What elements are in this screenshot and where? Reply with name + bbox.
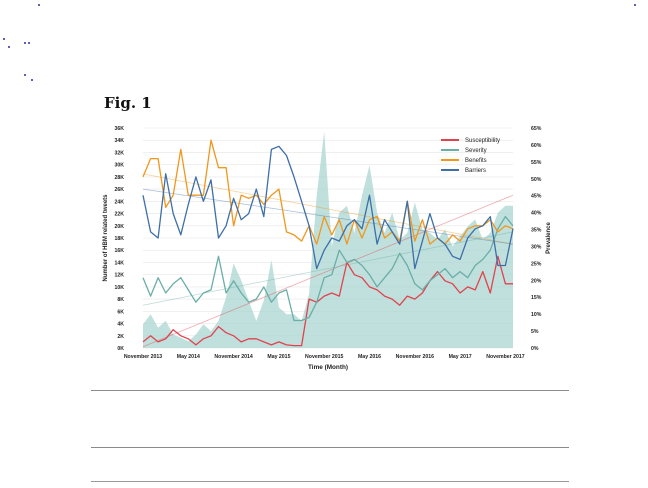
legend-label-severity: Severity: [465, 148, 487, 154]
scan-speck: [24, 74, 26, 76]
x-tick-label: May 2015: [267, 354, 290, 360]
y-tick-label: 24K: [114, 199, 124, 205]
severity-line: [142, 215, 514, 322]
y-tick-label: 28K: [114, 175, 124, 181]
y-tick-label: 36K: [114, 126, 124, 132]
y-tick-label: 2K: [117, 334, 124, 340]
x-tick-label: November 2017: [486, 354, 524, 360]
y-tick-label: 10K: [114, 285, 124, 291]
y-right-tick-label: 40%: [531, 211, 542, 217]
y-right-tick-label: 25%: [531, 261, 542, 267]
y-tick-label: 30K: [114, 163, 124, 169]
y-right-tick-label: 50%: [531, 177, 542, 183]
x-tick-label: May 2017: [449, 354, 472, 360]
y-axis-right-title: Prevalence: [546, 221, 552, 253]
benefits-line: [142, 139, 514, 245]
legend-label-benefits: Benefits: [465, 158, 487, 164]
y-tick-label: 6K: [117, 309, 124, 315]
y-tick-label: 32K: [114, 150, 124, 156]
y-right-tick-label: 0%: [531, 346, 539, 352]
y-right-tick-label: 15%: [531, 295, 542, 301]
y-tick-label: 34K: [114, 138, 124, 144]
x-tick-label: May 2016: [358, 354, 381, 360]
x-tick-label: November 2015: [305, 354, 343, 360]
y-right-tick-label: 5%: [531, 329, 539, 335]
scan-speck: [31, 79, 33, 81]
y-tick-label: 26K: [114, 187, 124, 193]
y-right-tick-label: 35%: [531, 228, 542, 234]
y-right-tick-label: 45%: [531, 194, 542, 200]
page-divider-top: [91, 390, 569, 391]
barriers-line: [142, 145, 514, 270]
legend-label-susceptibility: Susceptibility: [465, 138, 500, 144]
page-divider-bottom: [91, 481, 569, 482]
y-tick-label: 20K: [114, 224, 124, 230]
x-tick-label: November 2016: [396, 354, 434, 360]
y-right-tick-label: 20%: [531, 278, 542, 284]
y-right-tick-label: 30%: [531, 244, 542, 250]
scan-speck: [28, 42, 30, 44]
x-axis-title: Time (Month): [308, 364, 348, 371]
y-axis-title: Number of HBM related tweets: [103, 194, 109, 282]
x-tick-label: November 2014: [214, 354, 252, 360]
x-tick-label: May 2014: [177, 354, 200, 360]
y-tick-label: 4K: [117, 322, 124, 328]
legend-label-barriers: Barriers: [465, 168, 486, 174]
y-tick-label: 14K: [114, 260, 124, 266]
scan-speck: [634, 4, 636, 6]
y-right-tick-label: 10%: [531, 312, 542, 318]
y-right-tick-label: 55%: [531, 160, 542, 166]
scan-speck: [24, 42, 26, 44]
susceptibility-line: [142, 255, 513, 347]
scan-speck: [38, 4, 40, 6]
page-divider-middle: [91, 447, 569, 448]
y-tick-label: 0K: [117, 346, 124, 352]
figure-label: Fig. 1: [104, 94, 152, 112]
y-tick-label: 18K: [114, 236, 124, 242]
x-tick-label: November 2013: [124, 354, 162, 360]
y-tick-label: 8K: [117, 297, 124, 303]
scan-speck: [3, 38, 5, 40]
y-right-tick-label: 60%: [531, 143, 542, 149]
scan-speck: [8, 46, 10, 48]
y-tick-label: 16K: [114, 248, 124, 254]
y-tick-label: 12K: [114, 273, 124, 279]
y-right-tick-label: 65%: [531, 126, 542, 132]
susceptibility-trend-line: [142, 194, 514, 348]
y-tick-label: 22K: [114, 212, 124, 218]
